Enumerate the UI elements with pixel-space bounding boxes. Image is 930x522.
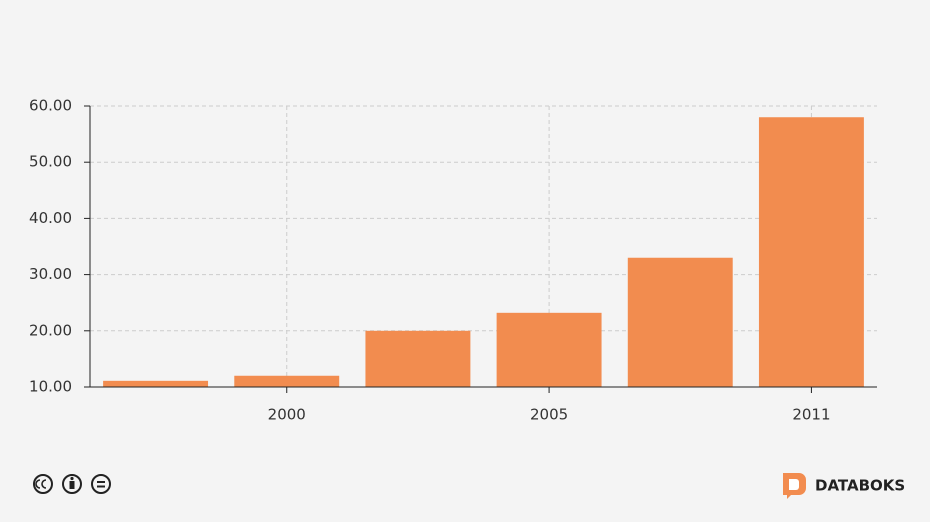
cc-icons	[33, 474, 111, 494]
bar	[103, 380, 209, 387]
bar	[496, 312, 602, 387]
bar	[627, 257, 733, 387]
bar	[234, 375, 340, 387]
x-tick-label: 2011	[792, 406, 830, 424]
y-tick-label: 50.00	[29, 153, 72, 171]
bar	[758, 117, 864, 388]
y-tick-label: 10.00	[29, 378, 72, 396]
y-tick-label: 20.00	[29, 321, 72, 339]
x-tick-label: 2005	[530, 406, 568, 424]
brand-logo	[783, 473, 806, 499]
y-tick-label: 40.00	[29, 209, 72, 227]
bar	[365, 330, 471, 387]
brand: DATABOKS	[815, 477, 905, 495]
y-tick-label: 60.00	[29, 97, 72, 115]
x-tick-label: 2000	[268, 406, 306, 424]
y-tick-label: 30.00	[29, 265, 72, 283]
